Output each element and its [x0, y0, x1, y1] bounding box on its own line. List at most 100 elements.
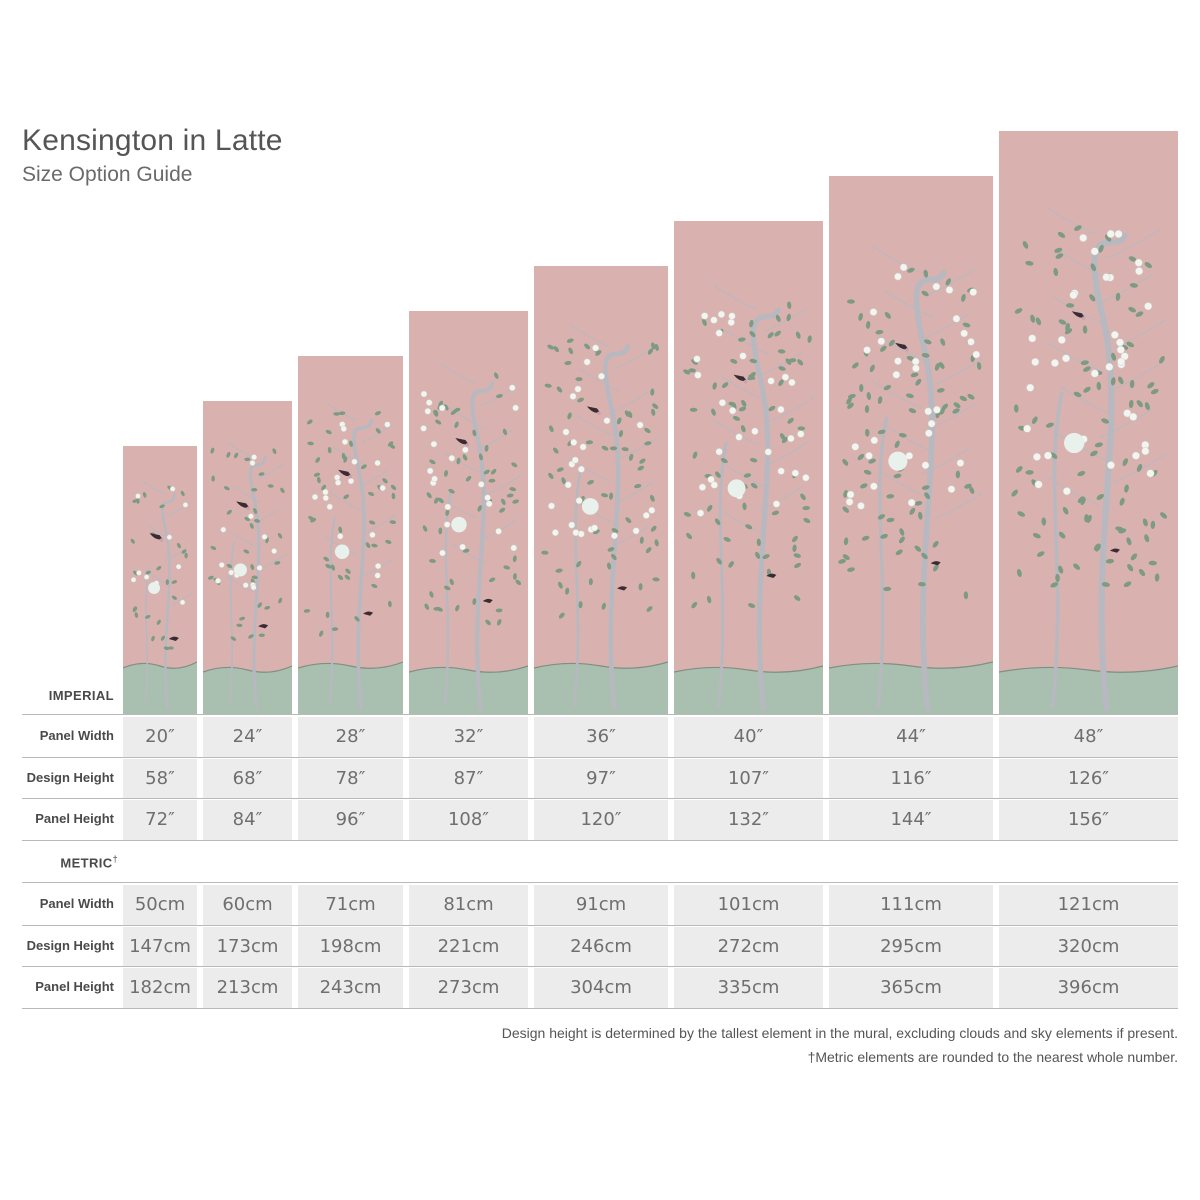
bird-perched [363, 611, 374, 616]
blossom [892, 370, 901, 379]
blossom [1043, 451, 1052, 460]
blossom [739, 352, 747, 360]
tree-trunk [603, 344, 631, 711]
imperial-row-rule [22, 839, 1178, 841]
blossom [495, 528, 502, 535]
blossom [598, 372, 605, 380]
blossom [956, 459, 965, 467]
blossom [512, 404, 519, 412]
blossom [443, 521, 451, 528]
blossom [960, 329, 968, 338]
blossom [952, 314, 961, 323]
blossom [430, 440, 438, 448]
blossom [334, 479, 342, 486]
metric-cell: 173cm [203, 926, 292, 966]
blossom [947, 485, 956, 493]
blossom [1090, 247, 1099, 256]
imperial-row-label: Panel Width [39, 728, 114, 743]
metric-cell: 365cm [829, 968, 993, 1008]
blossom [632, 527, 640, 535]
imperial-cell: 58″ [123, 758, 197, 798]
blossom [797, 430, 805, 438]
metric-row-rule [22, 924, 1178, 926]
blossom [729, 407, 737, 415]
blossom [764, 448, 772, 456]
blossom [851, 442, 860, 451]
blossom [1106, 229, 1115, 238]
blossom [484, 494, 491, 501]
blossom [1123, 409, 1132, 418]
blossom [1062, 354, 1071, 363]
blossom [485, 500, 493, 508]
bird-perched [766, 573, 777, 578]
blossom [715, 329, 723, 337]
blossom [1110, 330, 1119, 339]
blossom [462, 446, 469, 454]
design-height-footnote: Design height is determined by the talle… [501, 1025, 1178, 1041]
blossom [1050, 358, 1059, 367]
mural-panel-5 [534, 266, 668, 714]
blossom [772, 500, 781, 508]
mural-illustration [123, 446, 197, 714]
imperial-cell: 96″ [298, 800, 403, 840]
blossom [425, 399, 433, 406]
imperial-cell: 126″ [999, 758, 1178, 798]
metric-cell: 91cm [534, 885, 668, 925]
blossom [710, 316, 718, 324]
blossom [175, 564, 182, 570]
blossom [863, 346, 871, 354]
blossom [509, 384, 516, 392]
imperial-row-label: Panel Height [35, 811, 114, 826]
blossom [1028, 334, 1037, 343]
blossom [1031, 357, 1040, 366]
bird-flying [895, 342, 909, 350]
blossom [1141, 447, 1150, 456]
imperial-cell: 97″ [534, 758, 668, 798]
blossom [326, 503, 333, 510]
blossom [420, 390, 428, 398]
blossom [907, 498, 916, 507]
blossom [933, 405, 941, 414]
blossom [261, 533, 268, 540]
peony-bloom [334, 544, 350, 559]
blossom [781, 373, 790, 381]
blossom [857, 502, 865, 510]
blossom [351, 458, 358, 465]
metric-cell: 182cm [123, 968, 197, 1008]
blossom [444, 503, 452, 511]
blossom [788, 378, 796, 387]
blossom [932, 282, 941, 291]
blossom [899, 263, 908, 272]
blossom [420, 425, 427, 432]
blossom [603, 417, 611, 425]
bird-perched [258, 624, 269, 629]
blossom [135, 493, 141, 499]
blossom [577, 465, 585, 473]
metric-cell: 243cm [298, 968, 403, 1008]
blossom [448, 454, 456, 462]
blossom [242, 582, 249, 589]
blossom [715, 448, 723, 456]
bird-perched [1109, 548, 1120, 553]
imperial-cell: 28″ [298, 717, 403, 757]
blossom [969, 288, 978, 296]
mural-illustration [203, 401, 292, 714]
blossom [569, 392, 577, 400]
blossom [218, 562, 225, 568]
blossom [564, 481, 572, 489]
blossom [1106, 461, 1115, 470]
metric-cell: 320cm [999, 926, 1178, 966]
blossom [767, 377, 775, 385]
metric-cell: 304cm [534, 968, 668, 1008]
imperial-cell: 156″ [999, 800, 1178, 840]
peony-bloom [1064, 432, 1085, 454]
blossom [424, 408, 432, 415]
blossom [220, 526, 227, 533]
blossom [1105, 362, 1114, 371]
blossom [179, 599, 186, 606]
tree-trunk [750, 307, 781, 711]
imperial-cell: 84″ [203, 800, 292, 840]
mural-illustration [298, 356, 403, 714]
blossom [1057, 335, 1066, 344]
ground-hill [534, 662, 668, 714]
